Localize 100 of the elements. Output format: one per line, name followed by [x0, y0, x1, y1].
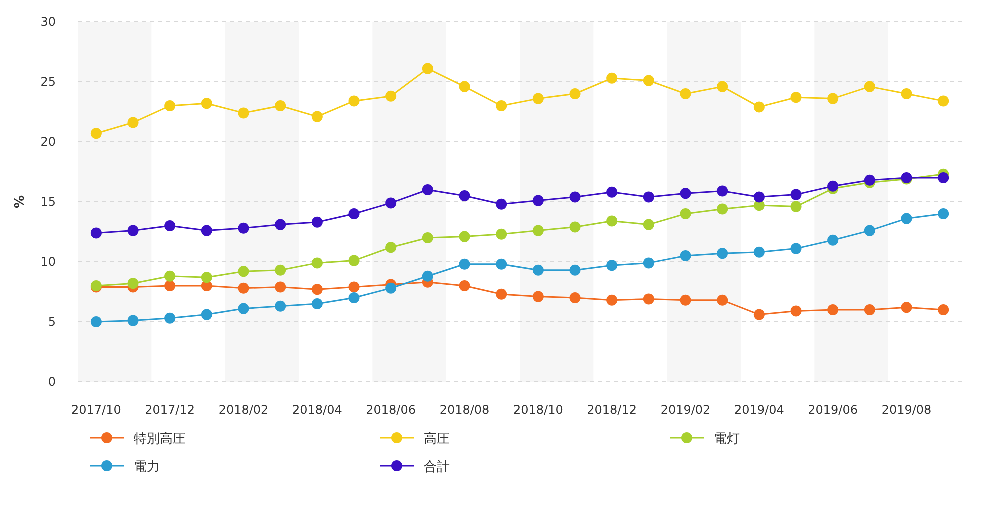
point — [128, 315, 139, 326]
y-tick-label: 20 — [40, 135, 56, 149]
point — [606, 186, 618, 198]
point — [754, 246, 765, 258]
y-tick-label: 30 — [40, 15, 56, 29]
legend-label: 電力 — [134, 460, 160, 475]
point — [422, 63, 434, 74]
point — [201, 309, 212, 320]
point — [164, 280, 176, 292]
point — [532, 225, 544, 236]
legend-label: 特別高圧 — [134, 431, 186, 447]
point — [422, 270, 434, 282]
point — [238, 266, 250, 278]
point — [643, 294, 654, 305]
point — [680, 88, 692, 100]
point — [459, 190, 470, 202]
point — [570, 264, 581, 276]
point — [606, 260, 618, 272]
point — [312, 298, 323, 310]
point — [717, 204, 728, 215]
y-tick-label: 5 — [48, 315, 56, 329]
y-tick-label: 0 — [48, 375, 56, 389]
point — [348, 208, 360, 220]
point — [164, 220, 176, 232]
point — [680, 250, 692, 262]
point — [238, 282, 250, 294]
point — [790, 92, 802, 104]
point — [164, 312, 176, 324]
point — [938, 96, 950, 107]
point — [532, 93, 544, 104]
legend-label: 電灯 — [714, 432, 740, 447]
point — [643, 192, 654, 203]
point — [275, 282, 286, 293]
point — [570, 88, 581, 100]
point — [128, 278, 139, 290]
y-tick-label: 15 — [40, 195, 56, 209]
point — [754, 309, 765, 320]
point — [828, 93, 839, 104]
point — [717, 81, 728, 92]
point — [680, 208, 692, 220]
y-tick-label: 10 — [40, 255, 56, 269]
point — [164, 270, 176, 282]
point — [680, 294, 692, 306]
x-tick-label: 2019/04 — [734, 403, 784, 417]
point — [496, 288, 508, 300]
point — [238, 222, 250, 234]
legend-label: 高圧 — [424, 431, 450, 447]
point — [790, 243, 802, 254]
point — [348, 255, 360, 266]
point — [643, 258, 654, 269]
point — [496, 228, 508, 240]
point — [570, 292, 581, 304]
point — [459, 81, 470, 92]
point — [864, 304, 876, 316]
point — [275, 100, 286, 112]
point — [864, 174, 876, 186]
point — [275, 264, 286, 276]
x-tick-label: 2019/02 — [660, 403, 711, 417]
point — [864, 225, 876, 236]
x-tick-label: 2018/08 — [440, 403, 490, 417]
point — [201, 225, 212, 236]
point — [238, 108, 250, 119]
point — [606, 294, 618, 306]
x-tick-label: 2018/06 — [366, 403, 416, 417]
x-tick-label: 2018/12 — [587, 403, 638, 417]
point — [532, 195, 544, 206]
y-tick-label: 25 — [40, 75, 56, 89]
point — [828, 234, 839, 246]
x-tick-label: 2017/12 — [145, 403, 196, 417]
point — [643, 219, 654, 230]
point — [201, 98, 212, 110]
point — [790, 189, 802, 200]
point — [90, 316, 102, 328]
point — [570, 192, 581, 203]
point — [238, 303, 250, 314]
point — [128, 117, 139, 128]
point — [496, 258, 508, 270]
point — [348, 292, 360, 304]
point — [312, 111, 323, 122]
point — [532, 264, 544, 276]
x-tick-label: 2019/06 — [808, 403, 858, 417]
point — [901, 213, 912, 224]
point — [164, 100, 176, 112]
point — [128, 225, 139, 236]
point — [459, 231, 470, 242]
point — [754, 102, 765, 113]
point — [348, 282, 360, 293]
y-axis-title: % — [13, 195, 28, 209]
point — [790, 306, 802, 317]
point — [496, 100, 508, 112]
point — [386, 242, 397, 254]
point — [348, 96, 360, 107]
point — [386, 90, 397, 102]
point — [938, 208, 950, 220]
point — [90, 228, 102, 239]
point — [422, 184, 434, 196]
point — [938, 304, 950, 316]
point — [938, 172, 950, 184]
point — [606, 216, 618, 227]
point — [201, 272, 212, 284]
